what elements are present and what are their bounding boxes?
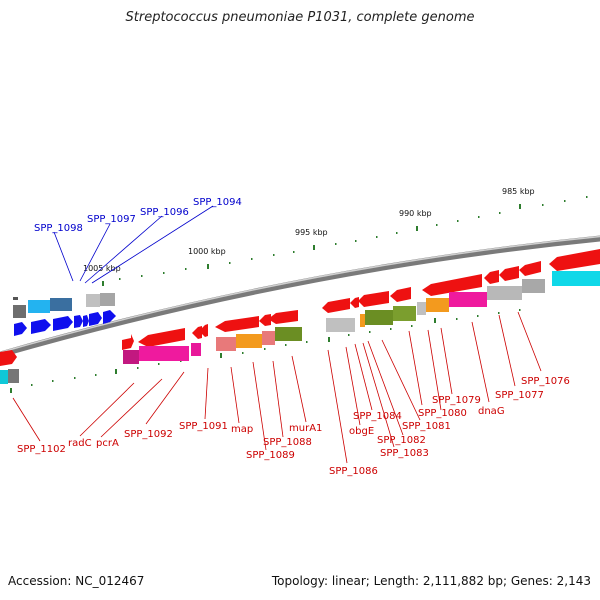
gene-label: SPP_1102 — [17, 444, 66, 455]
genome-backbone — [0, 235, 600, 358]
scale-label: 1000 kbp — [188, 247, 226, 256]
label-leader-lines-blue — [53, 205, 214, 284]
gene-label: SPP_1086 — [329, 466, 378, 477]
gene-label: SPP_1094 — [193, 197, 242, 208]
accession-text: Accession: NC_012467 — [8, 574, 145, 588]
gene-labels-blue: SPP_1098 SPP_1097 SPP_1096 SPP_1094 — [34, 197, 242, 234]
gene-label: radC — [68, 438, 92, 449]
gene-label: SPP_1079 — [432, 395, 481, 406]
gene-label: SPP_1083 — [380, 448, 429, 459]
left-annotation-boxes — [13, 293, 115, 318]
gene-label: SPP_1098 — [34, 223, 83, 234]
gene-label: SPP_1082 — [377, 435, 426, 446]
genome-summary-text: Topology: linear; Length: 2,111,882 bp; … — [271, 574, 591, 588]
right-genes-red — [322, 249, 600, 313]
gene-label: SPP_1097 — [87, 214, 136, 225]
gene-label: SPP_1080 — [418, 408, 467, 419]
mid-annotation-boxes — [123, 327, 302, 364]
left-lower-tracks — [0, 350, 19, 384]
gene-label: SPP_1084 — [353, 411, 402, 422]
page-title: Streptococcus pneumoniae P1031, complete… — [125, 10, 475, 25]
gene-label: SPP_1076 — [521, 376, 570, 387]
gene-label: dnaG — [478, 406, 505, 417]
mid-genes-red — [122, 310, 298, 350]
inner-scale-dots — [10, 309, 521, 393]
scale-label: 985 kbp — [502, 187, 535, 196]
scale-label: 990 kbp — [399, 209, 432, 218]
gene-label: murA1 — [289, 423, 322, 434]
gene-labels-red: SPP_1102 radC pcrA SPP_1092 SPP_1091 map… — [17, 376, 570, 477]
genome-backbone-highlight — [0, 235, 600, 354]
gene-label: SPP_1089 — [246, 450, 295, 461]
gene-label: SPP_1077 — [495, 390, 544, 401]
left-genes-blue — [14, 310, 116, 336]
gene-label: map — [231, 424, 253, 435]
gene-label: SPP_1096 — [140, 207, 189, 218]
label-leader-lines-red — [12, 311, 542, 464]
gene-label: SPP_1081 — [402, 421, 451, 432]
gene-label: pcrA — [96, 438, 119, 449]
gene-label: SPP_1088 — [263, 437, 312, 448]
scale-dots — [102, 196, 588, 286]
scale-label: 995 kbp — [295, 228, 328, 237]
gene-label: SPP_1092 — [124, 429, 173, 440]
gene-label: obgE — [349, 426, 374, 437]
gene-label: SPP_1091 — [179, 421, 228, 432]
right-annotation-boxes — [326, 271, 600, 332]
